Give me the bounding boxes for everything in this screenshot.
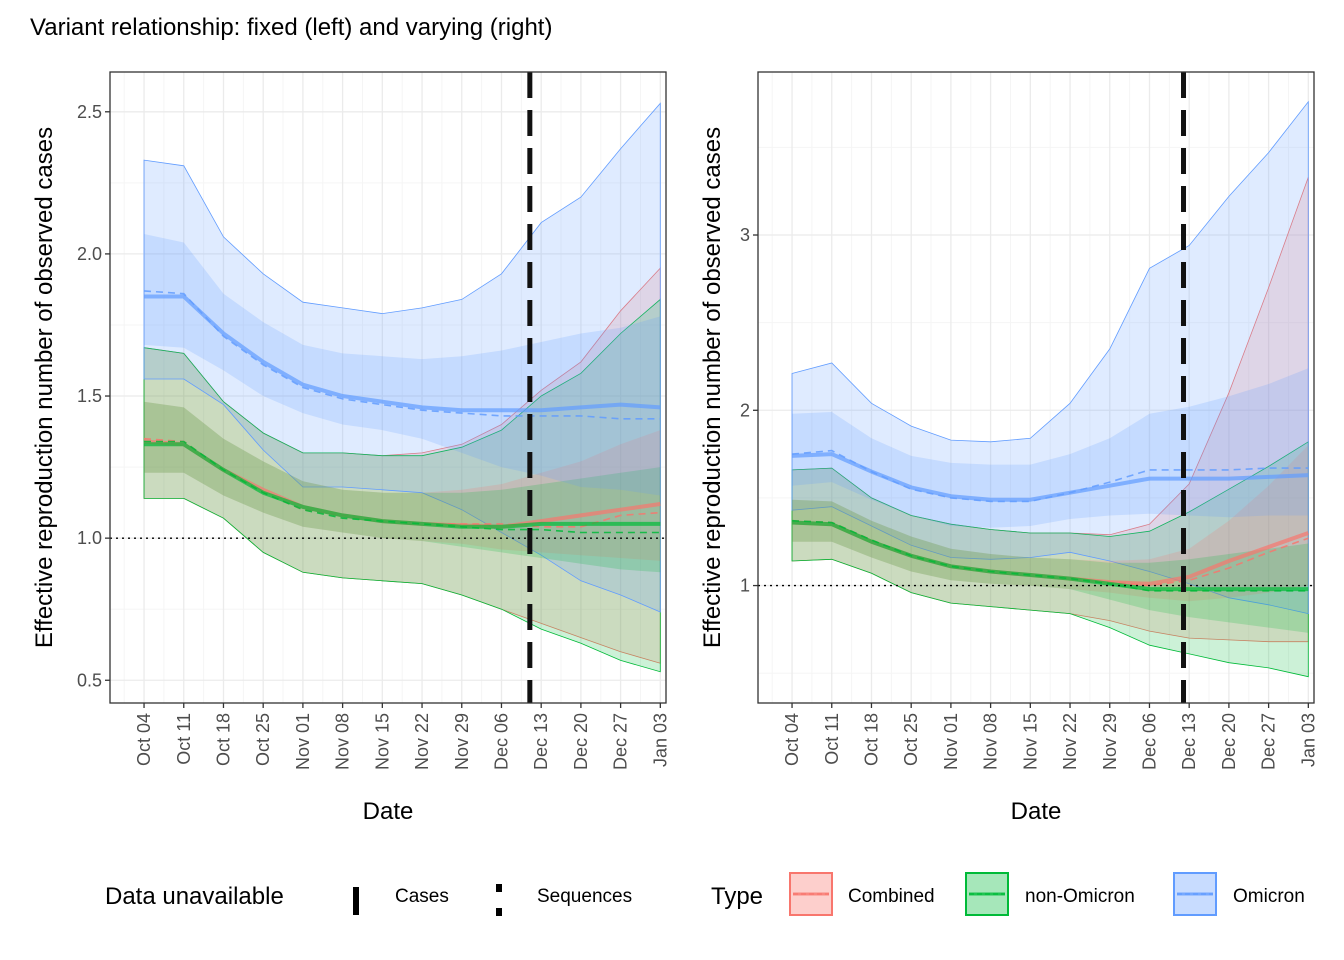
x-tick-label: Nov 29 (452, 713, 472, 770)
x-tick-label: Oct 18 (861, 713, 881, 766)
plot-data-layer (758, 72, 1314, 703)
chart-title: Variant relationship: fixed (left) and v… (30, 14, 552, 41)
right-panel: 1 2 3 Oct 04 Oct 11 Oct 18 Oct 25 Nov 01 Nov 08 N… (699, 71, 1318, 825)
ribbon-90-non-omicron (791, 441, 1309, 678)
x-tick-label: Nov 15 (1020, 713, 1040, 770)
x-tick-label: Oct 04 (782, 713, 802, 766)
plot-background (758, 72, 1314, 703)
legend-sequences-label: Sequences (537, 886, 632, 907)
x-tick-label: Oct 25 (253, 713, 273, 766)
panel-border (757, 71, 1315, 704)
x-tick-label: Nov 08 (333, 713, 353, 770)
legend-cases-label: Cases (395, 886, 449, 907)
x-tick-label: Dec 20 (571, 713, 591, 770)
legend-cases-key (353, 887, 359, 915)
y-axis-title: Effective reproduction number of observe… (31, 127, 58, 648)
x-tick-label: Dec 13 (1179, 713, 1199, 770)
dashed-line-omicron (143, 290, 661, 420)
x-tick-label: Nov 22 (412, 713, 432, 770)
y-tick-label: 2.5 (77, 102, 102, 122)
x-tick-label: Dec 06 (491, 713, 511, 770)
x-axis-title: Date (363, 798, 414, 825)
x-tick-label: Nov 08 (981, 713, 1001, 770)
x-tick-label: Dec 27 (1259, 713, 1279, 770)
dashed-line-non-omicron (144, 440, 661, 534)
y-tick-label: 2 (740, 400, 750, 420)
left-panel: 0.5 1.0 1.5 2.0 2.5 Oct 04 Oct 11 Oct 18 Oct 25 N… (31, 71, 670, 825)
x-tick-label: Nov 01 (293, 713, 313, 770)
x-tick-label: Nov 15 (372, 713, 392, 770)
legend: Data unavailable Cases Sequences Type Co… (105, 872, 1305, 916)
y-tick-label: 3 (740, 225, 750, 245)
panel-border (109, 71, 667, 704)
y-tick-label: 0.5 (77, 670, 102, 690)
y-tick-label: 1 (740, 576, 750, 596)
x-tick-label: Oct 11 (174, 713, 194, 765)
y-tick-label: 1.0 (77, 528, 102, 548)
x-tick-label: Nov 22 (1060, 713, 1080, 770)
plot-background (110, 72, 666, 703)
x-tick-label: Nov 01 (941, 713, 961, 770)
median-line-omicron (144, 294, 661, 413)
plot-data-layer (110, 72, 666, 703)
y-tick-label: 1.5 (77, 386, 102, 406)
y-tick-label: 2.0 (77, 244, 102, 264)
x-tick-label: Dec 06 (1139, 713, 1159, 770)
legend-sequences-key-bottom (496, 908, 502, 916)
ribbon-90-omicron (143, 102, 661, 613)
dashed-line-non-omicron (791, 519, 1309, 592)
legend-type-keys (789, 872, 1217, 916)
x-tick-label: Oct 18 (213, 713, 233, 766)
legend-omicron-label: Omicron (1233, 886, 1305, 907)
legend-type-title: Type (711, 883, 763, 910)
ribbon-90-omicron (791, 100, 1309, 615)
x-tick-label: Dec 27 (611, 713, 631, 770)
x-tick-label: Oct 04 (134, 713, 154, 766)
legend-sequences-key-top (496, 884, 502, 892)
legend-combined-label: Combined (848, 886, 935, 907)
ribbon-50-non-omicron (792, 499, 1309, 633)
legend-unavailable-title: Data unavailable (105, 883, 284, 910)
x-tick-label: Oct 25 (901, 713, 921, 766)
x-tick-label: Jan 03 (650, 713, 670, 767)
x-axis-title: Date (1011, 798, 1062, 825)
x-tick-label: Jan 03 (1298, 713, 1318, 767)
x-tick-label: Oct 11 (822, 713, 842, 765)
median-line-omicron (791, 452, 1309, 502)
x-tick-label: Dec 20 (1219, 713, 1239, 770)
legend-non-omicron-label: non-Omicron (1025, 886, 1135, 907)
x-tick-label: Nov 29 (1100, 713, 1120, 770)
ribbon-50-combined (792, 445, 1309, 602)
dashed-line-omicron (791, 449, 1309, 503)
y-axis-title: Effective reproduction number of observe… (699, 127, 726, 648)
x-tick-label: Dec 13 (531, 713, 551, 770)
